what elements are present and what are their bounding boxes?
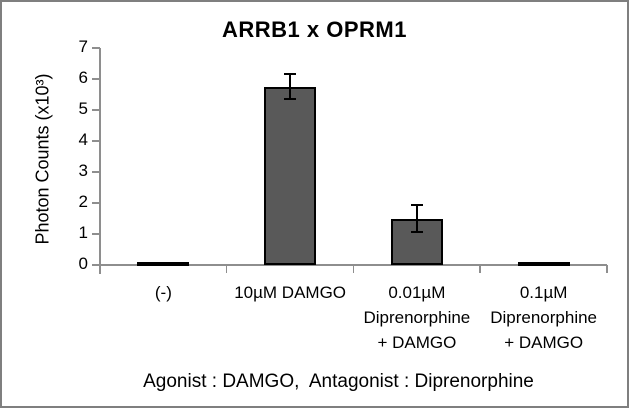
y-tick-mark (92, 109, 100, 111)
category-label-line: Diprenorphine (363, 308, 471, 327)
bar (264, 86, 317, 265)
y-tick-mark (92, 264, 100, 266)
category-label-line: 0.1µM (519, 283, 568, 302)
category-label-line: (-) (154, 283, 172, 302)
error-bar-cap-bottom (284, 98, 297, 101)
y-tick-label: 3 (78, 161, 88, 180)
category-label-line: + DAMGO (377, 333, 457, 352)
error-bar-line (415, 204, 418, 233)
category-label: 10µM DAMGO (223, 280, 358, 305)
y-tick-label: 7 (78, 37, 88, 56)
y-tick-mark (92, 171, 100, 173)
category-label-line: 0.01µM (388, 283, 446, 302)
x-axis-line (92, 264, 607, 266)
x-tick-mark (479, 265, 481, 273)
bar (517, 262, 570, 266)
y-tick-mark (92, 233, 100, 235)
y-tick-mark (92, 140, 100, 142)
category-label: 0.01µM Diprenorphine + DAMGO (350, 280, 485, 355)
x-tick-mark (606, 265, 608, 273)
y-tick-label: 5 (78, 99, 88, 118)
y-tick-mark (92, 202, 100, 204)
y-tick-label: 2 (78, 192, 88, 211)
y-tick-mark (92, 47, 100, 49)
category-label-line: + DAMGO (504, 333, 584, 352)
y-tick-mark (92, 78, 100, 80)
y-tick-label: 0 (78, 254, 88, 273)
y-tick-label: 1 (78, 223, 88, 242)
error-bar-cap-top (284, 73, 297, 76)
x-tick-mark (352, 265, 354, 273)
category-label: (-) (96, 280, 231, 305)
error-bar-line (289, 74, 292, 100)
category-label-line: Diprenorphine (490, 308, 598, 327)
x-tick-mark (225, 265, 228, 273)
category-label: 0.1µM Diprenorphine + DAMGO (476, 280, 611, 355)
error-bar-cap-bottom (410, 231, 423, 234)
chart-caption: Agonist : DAMGO, Antagonist : Diprenorph… (143, 371, 534, 392)
category-label-line: 10µM DAMGO (234, 283, 347, 302)
error-bar-cap-top (410, 203, 423, 206)
x-tick-mark (99, 265, 101, 273)
y-tick-label: 6 (78, 68, 88, 87)
bar (137, 262, 190, 266)
y-tick-label: 4 (78, 130, 88, 149)
chart-title: ARRB1 x OPRM1 (222, 17, 407, 42)
y-axis-line (99, 48, 101, 274)
